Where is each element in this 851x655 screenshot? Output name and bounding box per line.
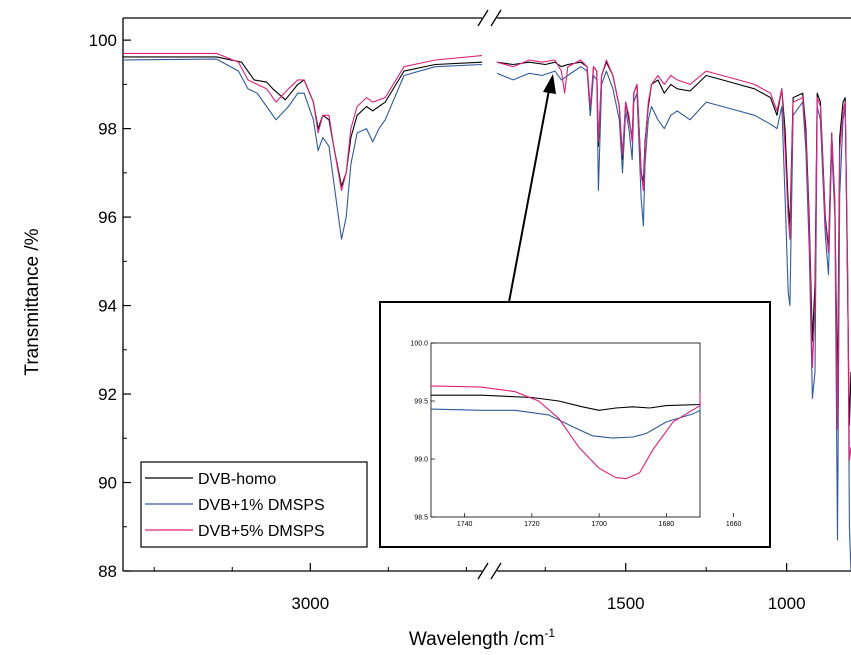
inset-x-tick-label: 1720 [524, 521, 540, 528]
y-tick-label: 94 [98, 297, 117, 316]
inset-x-tick-label: 1700 [591, 521, 607, 528]
inset-y-tick-label: 99.0 [414, 457, 428, 464]
arrow-shaft [508, 89, 550, 303]
inset-plot-frame [430, 342, 701, 518]
annotation-arrow [508, 74, 556, 303]
series-line-dvb-5-dmsps [123, 52, 483, 192]
plot-frame [122, 9, 851, 580]
y-tick-label: 96 [98, 208, 117, 227]
inset-y-tick-label: 99.5 [414, 399, 428, 406]
inset-panel: 98.5 99.0 99.5 100.0 1740 1720 1700 1680 1660 [379, 301, 771, 548]
y-axis-title: Transmittance /% [22, 228, 43, 375]
axis-break-mark [477, 9, 489, 27]
axes-layer: 88 90 92 94 96 98 100 3000 1500 1000 [89, 31, 806, 613]
legend: DVB-homo DVB+1% DMSPS DVB+5% DMSPS [140, 461, 368, 548]
y-tick-label: 92 [98, 385, 117, 404]
axis-break-mark [490, 562, 502, 580]
x-axis-title: Wavelength /cm-1 [409, 626, 556, 650]
inset-series-line-dvb-5-dmsps [430, 385, 701, 480]
y-tick-label: 100 [89, 31, 117, 50]
x-axis-title-superscript: -1 [544, 626, 555, 640]
arrow-head [543, 74, 556, 94]
series-line-dvb-homo [123, 56, 483, 187]
inset-y-tick-label: 100.0 [410, 341, 428, 348]
x-tick-label: 1500 [607, 594, 645, 613]
inset-x-tick-label: 1660 [726, 521, 742, 528]
inset-border [379, 301, 771, 548]
series-line-dvb-1-dmsps [122, 58, 483, 240]
x-axis-title-text: Wavelength /cm [409, 629, 545, 650]
inset-series-line-dvb-1-dmsps [430, 403, 701, 439]
axis-break-mark [477, 562, 489, 580]
axis-break-mark [490, 9, 502, 27]
inset-x-tick-label: 1740 [457, 521, 473, 528]
legend-box [140, 461, 368, 548]
x-tick-label: 1000 [768, 594, 806, 613]
legend-label: DVB+1% DMSPS [198, 497, 325, 514]
inset-x-tick-label: 1680 [659, 521, 675, 528]
legend-label: DVB-homo [198, 471, 276, 488]
series-line-dvb-5-dmsps [496, 59, 851, 461]
x-tick-label: 3000 [291, 594, 329, 613]
y-tick-label: 90 [98, 474, 117, 493]
inset-y-tick-label: 98.5 [414, 515, 428, 522]
y-tick-label: 88 [98, 562, 117, 581]
series-layer [122, 52, 851, 572]
series-line-dvb-1-dmsps [496, 66, 851, 572]
y-tick-label: 98 [98, 120, 117, 139]
legend-label: DVB+5% DMSPS [198, 523, 325, 540]
